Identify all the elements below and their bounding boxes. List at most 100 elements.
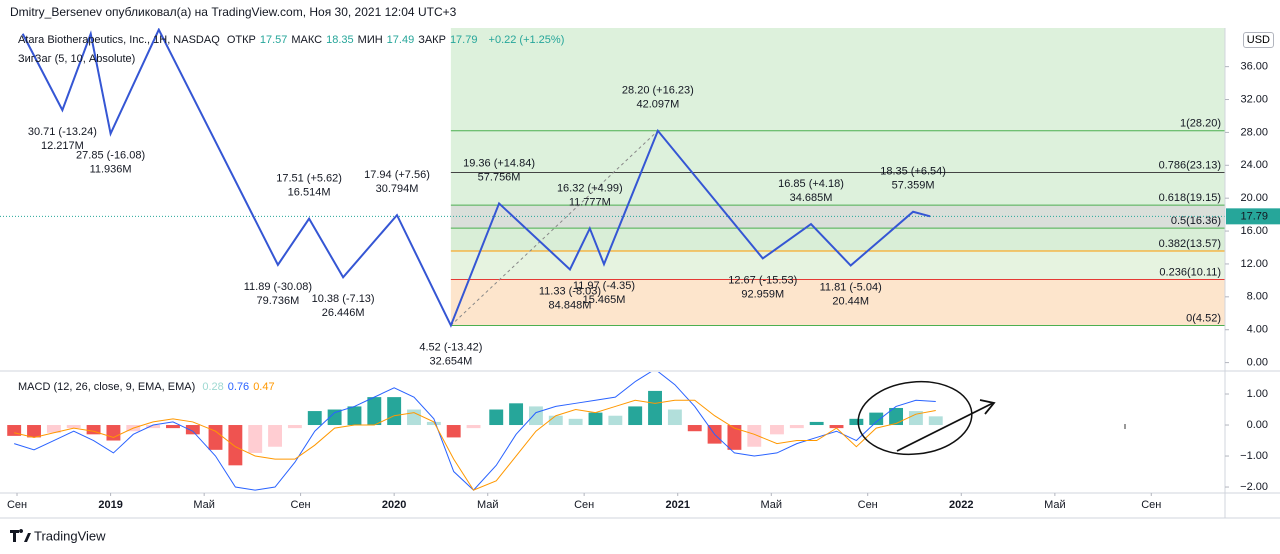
macd-title: MACD (12, 26, close, 9, EMA, EMA) <box>18 381 196 393</box>
macd-pane <box>7 372 943 491</box>
y-tick-label: 0.00 <box>1247 357 1268 369</box>
macd-histogram-bar <box>489 409 504 426</box>
pivot-label: 28.20 (+16.23) <box>622 85 694 97</box>
y-tick-label: 1.00 <box>1247 388 1268 400</box>
pivot-label: 17.51 (+5.62) <box>276 173 342 185</box>
pivot-label: 12.67 (-15.53) <box>728 274 797 286</box>
y-tick-label: −1.00 <box>1240 450 1268 462</box>
macd-histogram-bar <box>849 418 864 426</box>
pivot-label: 4.52 (-13.42) <box>419 341 482 353</box>
ohlc-label: МИН <box>357 34 383 46</box>
macd-histogram-bar <box>185 425 200 435</box>
pivot-label: 20.44M <box>832 295 869 307</box>
macd-histogram-bar <box>648 390 662 426</box>
pivot-label: 42.097M <box>636 99 679 111</box>
hand-ellipse <box>857 380 973 456</box>
pivot-label: 15.465M <box>583 294 626 306</box>
fib-trend <box>450 130 659 326</box>
macd-histogram-bar <box>528 406 543 426</box>
macd-histogram-bar <box>687 425 702 432</box>
ohlc-label: МАКС <box>291 34 323 46</box>
x-tick-label: Май <box>193 499 215 511</box>
macd-histogram-bar <box>747 425 762 447</box>
y-tick-label: 32.00 <box>1240 93 1268 105</box>
fib-band <box>450 251 1225 280</box>
fib-band <box>450 28 1225 131</box>
fib-label: 0.5(16.36) <box>1171 215 1221 227</box>
hand-arrow <box>896 402 994 452</box>
macd-last: 0.76 <box>227 381 250 393</box>
pivot-label: 11.89 (-30.08) <box>244 281 312 293</box>
indicator-title: ЗигЗаг (5, 10, Absolute) <box>18 53 136 65</box>
pivot-label: 79.736M <box>256 295 299 307</box>
x-tick-label: 2021 <box>665 499 689 511</box>
pivot-label: 57.756M <box>478 171 521 183</box>
fib-label: 0.618(19.15) <box>1159 192 1221 204</box>
macd-histogram-bar <box>869 412 884 426</box>
macd-last: 0.47 <box>253 381 275 393</box>
macd-histogram-bar <box>908 411 923 426</box>
macd-histogram-bar <box>770 425 784 435</box>
macd-line <box>14 399 936 491</box>
macd-histogram-bar <box>727 425 742 450</box>
x-tick-label: Май <box>477 499 499 511</box>
pivot-label: 10.38 (-7.13) <box>312 293 375 305</box>
macd-histogram-bar <box>407 409 421 426</box>
macd-histogram-bar <box>7 425 22 436</box>
pivot-label: 17.94 (+7.56) <box>364 169 430 181</box>
x-tick-label: Май <box>1044 499 1066 511</box>
pivot-label: 16.85 (+4.18) <box>778 178 844 190</box>
macd-histogram-bar <box>628 406 643 426</box>
y-tick-label: 20.00 <box>1240 192 1268 204</box>
fib-label: 0.236(10.11) <box>1159 266 1221 278</box>
pivot-label: 57.359M <box>892 180 935 192</box>
ohlc: ОТКР 17.57 МАКС 18.35 МИН 17.49 ЗАКР 17.79 <box>227 34 482 46</box>
fib-label: 0.382(13.57) <box>1159 238 1221 250</box>
fib-band <box>450 279 1225 326</box>
last-price-label: 17.79 <box>1240 210 1268 222</box>
macd-histogram-bar <box>568 418 583 426</box>
macd-histogram-bar <box>829 425 844 429</box>
macd-histogram-bar <box>928 416 943 426</box>
macd-histogram-bar <box>66 425 81 429</box>
macd-histogram-bar <box>146 425 161 429</box>
change: +0.22 (+1.25%) <box>488 34 565 46</box>
pivot-label: 12.217M <box>41 140 84 152</box>
macd-histogram-bar <box>106 425 121 441</box>
fib-label: 0(4.52) <box>1186 312 1221 324</box>
macd-histogram-bar <box>166 425 180 429</box>
publisher: Dmitry_Bersenev опубликовал(а) на Tradin… <box>10 5 457 19</box>
ohlc-label: ОТКР <box>226 34 256 46</box>
x-tick-label: Май <box>761 499 783 511</box>
macd-histogram-bar <box>307 411 322 426</box>
macd-histogram-bar <box>387 397 402 426</box>
x-tick-label: Сен <box>574 499 594 511</box>
fib-label: 0.786(23.13) <box>1159 159 1221 171</box>
macd-histogram-bar <box>347 406 362 426</box>
macd-histogram-bar <box>426 421 441 426</box>
macd-histogram-bar <box>327 409 342 426</box>
y-tick-label: 8.00 <box>1247 291 1268 303</box>
macd-histogram-bar <box>248 425 263 453</box>
y-tick-label: 36.00 <box>1240 61 1268 73</box>
brand-logo <box>10 529 31 542</box>
macd-histogram-bar <box>27 425 41 438</box>
macd-histogram-bar <box>446 425 461 438</box>
ohlc-value: 17.79 <box>449 34 478 46</box>
fib-band <box>450 228 1225 252</box>
pivot-label: 32.654M <box>429 355 472 367</box>
macd-histogram-bar <box>608 415 623 426</box>
x-tick-label: 2020 <box>382 499 406 511</box>
x-tick-label: Сен <box>291 499 311 511</box>
pivot-label: 84.848M <box>549 299 592 311</box>
macd-values: 0.28 0.76 0.47 <box>202 381 278 393</box>
axes: 0.00 4.00 8.00 12.00 16.00 20.00 24.00 28.00 32.… <box>0 28 1280 519</box>
ohlc-value: 17.49 <box>386 34 415 46</box>
pivot-label: 30.794M <box>376 183 419 195</box>
x-tick-label: 2019 <box>98 499 122 511</box>
pivot-label: 11.97 (-4.35) <box>573 280 635 292</box>
x-tick-label: Сен <box>858 499 878 511</box>
pivot-label: 18.35 (+6.54) <box>880 166 946 178</box>
